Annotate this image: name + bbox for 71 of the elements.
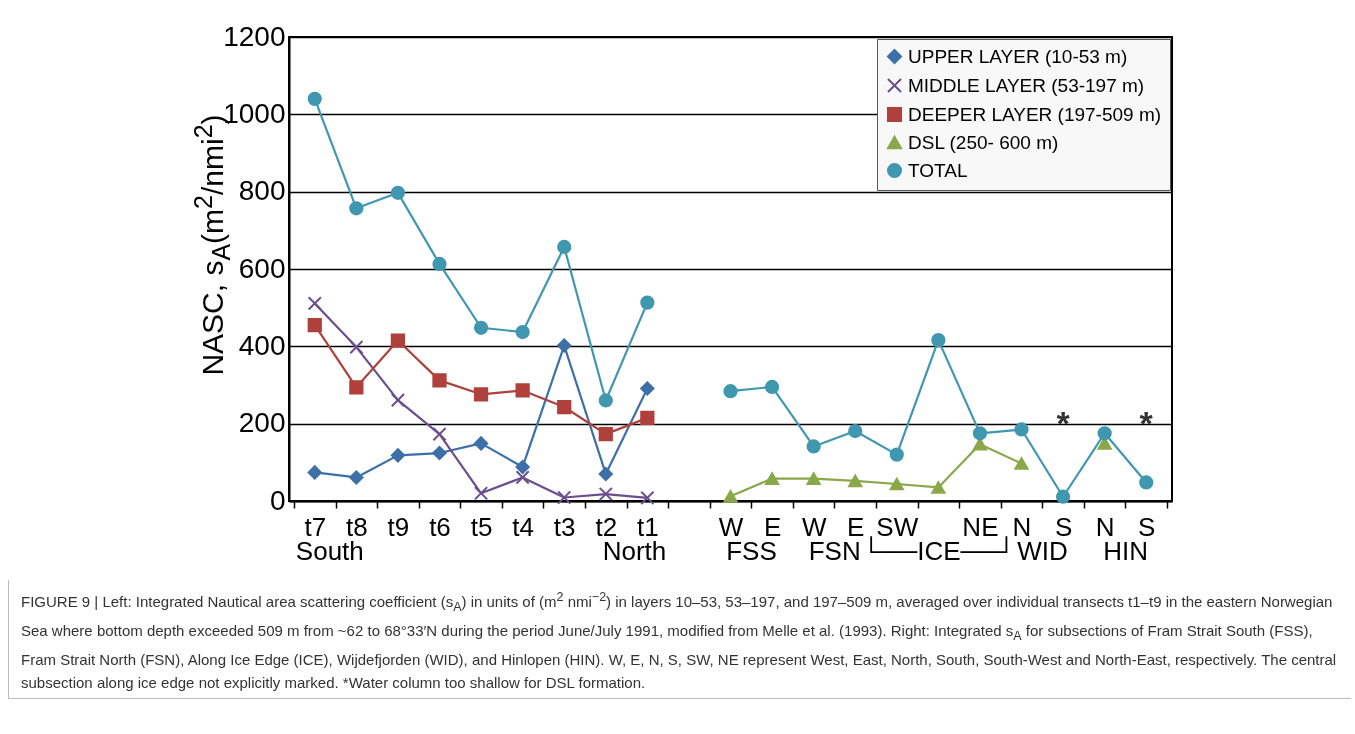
point: [390, 448, 406, 463]
point: [598, 486, 613, 502]
point: [390, 185, 406, 200]
point: [349, 339, 364, 355]
point: [1055, 489, 1071, 504]
point: [307, 91, 322, 106]
point: [473, 320, 489, 335]
y-tick-label: 800: [238, 175, 286, 207]
point: [640, 381, 655, 396]
point: [889, 477, 904, 491]
point: [806, 439, 821, 454]
point: [473, 387, 489, 402]
point: [848, 423, 863, 439]
point: [889, 447, 904, 462]
point: [349, 470, 364, 485]
point: [931, 481, 946, 494]
y-tick-label: 600: [238, 252, 286, 284]
y-tick-label: 1200: [223, 20, 286, 52]
point: [515, 470, 530, 485]
legend-label: DEEPER LAYER (197-509 m): [908, 103, 1162, 125]
point: [432, 426, 447, 442]
point: [515, 459, 530, 475]
point: [764, 472, 780, 485]
y-tick-label: 400: [238, 329, 286, 361]
point: [640, 410, 655, 425]
point: [557, 399, 572, 415]
point: [557, 490, 572, 505]
point: [598, 466, 613, 482]
point: [1014, 422, 1029, 437]
x-tick-label: t3: [553, 511, 576, 542]
point: [349, 201, 364, 216]
point: [432, 256, 447, 272]
text: FIGURE 9 | Left: Integrated Nautical area scattering coefficient (s$_{A}$) in units of (m$^{2}$ nmi$^{−2}$) in layers 10–53, 53–197, and 197–509 m, averaged over individual transects t1–t9 in the eastern Norwegian Sea where bottom depth exceeded 509 m from ~62 to 68°33′N during the period June/July 1991, modified from Melle et al. (1993). Right: Integrated s$_{A}$ for subsections of Fram Strait South (FSS), Fram Strait North (FSN), Along Ice Edge (ICE), Wijdefjorden (WID), and Hinlopen (HIN). W, E, N, S, SW, NE represent West, East, North, South, South-West and North-East, respectively. The central subsection along ice edge not explicitly marked. *Water column too shallow for DSL formation.: [21, 590, 1337, 691]
legend-label: TOTAL: [908, 159, 968, 181]
point: [307, 465, 322, 480]
point: [1014, 457, 1029, 470]
point: [1097, 426, 1112, 441]
legend-label: MIDDLE LAYER (53-197 m): [908, 74, 1145, 96]
legend-label: DSL (250- 600 m): [908, 131, 1059, 153]
point: [723, 384, 738, 399]
point: [473, 436, 489, 451]
point: [640, 490, 655, 506]
point: [557, 338, 572, 353]
point: [515, 383, 530, 398]
point: [557, 239, 572, 255]
point: [432, 445, 447, 461]
point: [390, 333, 406, 348]
point: [598, 426, 613, 442]
point: [515, 324, 530, 340]
point: [972, 426, 988, 441]
y-tick-label: 0: [269, 484, 286, 516]
point: [349, 380, 364, 395]
point: [931, 333, 946, 348]
x-tick-label: t6: [429, 511, 451, 542]
point: [723, 490, 738, 503]
x-tick-label: t4: [512, 511, 534, 542]
point: [598, 393, 613, 408]
x-tick-label: t5: [470, 511, 493, 542]
point: [307, 317, 322, 333]
point: [1139, 475, 1154, 490]
x-tick-label: t9: [387, 511, 410, 542]
point: [640, 295, 655, 310]
point: [473, 486, 489, 501]
point: [307, 296, 322, 311]
point: [390, 392, 406, 408]
legend-label: UPPER LAYER (10-53 m): [908, 45, 1128, 67]
point: [848, 474, 863, 488]
point: [764, 379, 780, 395]
point: [432, 373, 447, 388]
y-tick-label: 200: [238, 407, 286, 439]
point: [806, 472, 821, 485]
